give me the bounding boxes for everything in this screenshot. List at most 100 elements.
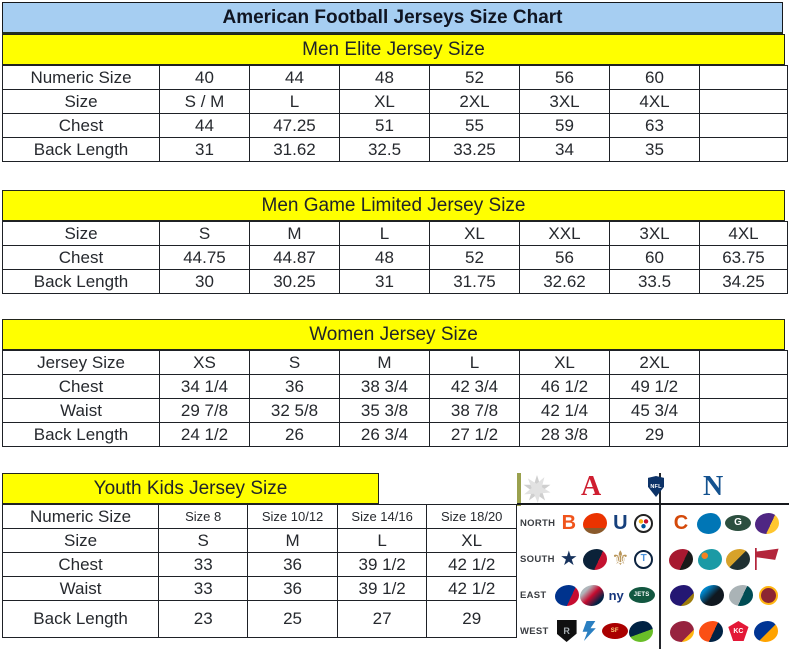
size-cell: 38 7/8 [429,398,520,423]
table-row: Back Length 30 30.25 31 31.75 32.62 33.5 34.25 [2,269,788,294]
size-cell: XL [339,89,430,114]
division-label: NORTH [520,517,556,529]
youth-kids-size-table: Numeric Size Size 8 Size 10/12 Size 14/16 Si… [1,504,517,638]
edge-artifact [517,473,521,506]
table-row: Back Length 31 31.62 32.5 33.25 34 35 [2,137,788,162]
size-cell: 34 [519,137,610,162]
nfc-team-group [665,548,783,570]
row-label: Size [2,221,160,246]
chargers-logo [582,621,596,641]
size-cell: S / M [159,89,250,114]
size-cell: 42 1/2 [426,576,517,601]
size-cell: Size 18/20 [426,504,517,529]
colts-logo: U [613,512,628,534]
rams-logo [754,620,779,642]
section-header-youth-kids: Youth Kids Jersey Size [2,473,379,504]
size-cell: 42 1/2 [426,552,517,577]
size-cell: 4XL [609,89,700,114]
size-cell: 26 3/4 [339,422,430,447]
size-cell: 45 3/4 [609,398,700,423]
section-header-men-game-limited: Men Game Limited Jersey Size [2,190,785,221]
size-cell: 39 1/2 [336,552,428,577]
size-cell: 59 [519,113,610,138]
division-label: EAST [520,589,547,601]
row-label: Numeric Size [1,504,160,529]
vikings-logo [755,512,779,534]
table-row: Back Length 23 25 27 29 [1,600,517,638]
size-cell: 32.5 [339,137,430,162]
size-cell: 60 [609,245,700,270]
nfc-team-group [665,584,783,606]
size-cell: 29 [609,422,700,447]
size-cell: XL [429,221,520,246]
conference-divider-line [659,473,661,649]
table-row: Back Length 24 1/2 26 26 3/4 27 1/2 28 3/8 29 [2,422,788,447]
afc-team-group: R SF [555,620,655,642]
conference-header: A NFL N [517,471,789,505]
size-cell [699,374,788,399]
raiders-logo: R [556,620,577,642]
size-cell: 31.75 [429,269,520,294]
size-cell: 32.62 [519,269,610,294]
section-header-women: Women Jersey Size [2,319,785,350]
size-cell: 42 1/4 [519,398,610,423]
falcons-logo [669,548,694,570]
table-row: Numeric Size 40 44 48 52 56 60 [2,65,788,90]
size-cell: 30 [159,269,250,294]
size-cell: 31.62 [249,137,340,162]
dolphins-logo [697,548,722,570]
size-cell: 55 [429,113,520,138]
row-label: Back Length [2,269,160,294]
size-cell [699,113,788,138]
seahawks-logo [629,620,654,642]
table-row: Chest 33 36 39 1/2 42 1/2 [1,552,517,577]
size-cell: 33 [158,576,249,601]
size-cell: 31 [339,269,430,294]
packers-logo: G [725,515,751,531]
ravens-logo [670,584,695,606]
afc-team-group: ny JETS [555,584,655,606]
row-label: Back Length [2,137,160,162]
table-row: Size S M L XL [1,528,517,553]
nfl-shield-label: NFL [650,483,662,490]
jaguars-logo [726,548,751,570]
row-label: Chest [2,374,160,399]
table-row: Chest 34 1/4 36 38 3/4 42 3/4 46 1/2 49 1/2 [2,374,788,399]
eagles-logo [729,584,754,606]
men-game-limited-size-table: Size S M L XL XXL 3XL 4XL Chest 44.75 44.87 48 52 56 6… [2,221,788,294]
women-size-table: Jersey Size XS S M L XL 2XL Chest 34 1/4 36 38 3/4… [2,350,788,447]
size-cell: 42 3/4 [429,374,520,399]
nfc-team-group: KC [665,620,783,642]
division-row-east: EAST ny JETS [517,577,789,613]
row-label: Back Length [1,600,160,638]
titans-logo: T [634,549,654,569]
saints-logo: ⚜ [611,548,630,570]
size-cell: 47.25 [249,113,340,138]
size-cell: 2XL [429,89,520,114]
size-cell: 52 [429,245,520,270]
size-cell: 48 [339,65,430,90]
broncos-logo [698,620,723,642]
size-cell: 44.75 [159,245,250,270]
row-label: Jersey Size [2,350,160,375]
size-cell: XS [159,350,250,375]
size-cell [699,398,788,423]
giants-logo: ny [608,587,624,603]
size-cell: 33.25 [429,137,520,162]
size-cell: 56 [519,245,610,270]
row-label: Chest [2,113,160,138]
size-cell [699,89,788,114]
chiefs-logo: KC [728,621,749,641]
size-cell: 51 [339,113,430,138]
size-cell: 44 [159,113,250,138]
size-cell: Size 8 [158,504,249,529]
row-label: Numeric Size [2,65,160,90]
size-cell [699,65,788,90]
size-cell: 56 [519,65,610,90]
table-row: Size S / M L XL 2XL 3XL 4XL [2,89,788,114]
size-cell: 31 [159,137,250,162]
size-cell: 39 1/2 [336,576,428,601]
division-row-west: WEST R SF KC [517,613,789,649]
